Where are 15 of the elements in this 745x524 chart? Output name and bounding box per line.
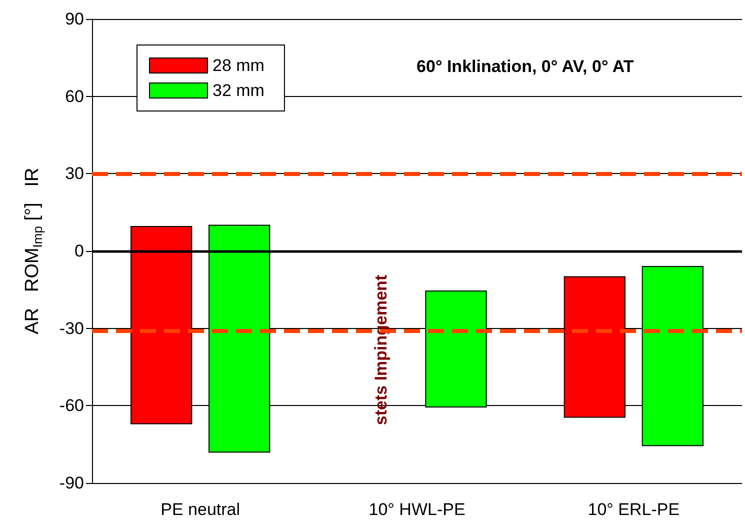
x-tick-label: PE neutral bbox=[160, 500, 240, 519]
y-tick-label: 90 bbox=[65, 10, 84, 28]
y-tick-label: -60 bbox=[59, 396, 84, 416]
y-axis-title: AR ROMImp [°] IR bbox=[22, 168, 45, 334]
legend-label: 28 mm bbox=[212, 56, 264, 75]
y-tick-label: 60 bbox=[65, 86, 84, 106]
y-tick-label: 30 bbox=[65, 164, 84, 184]
annotation: stets Impingement bbox=[372, 274, 390, 426]
y-tick-label: -90 bbox=[59, 474, 84, 492]
y-tick-label: 0 bbox=[74, 242, 84, 260]
y-tick-label: -30 bbox=[59, 318, 84, 338]
legend-label: 32 mm bbox=[212, 81, 264, 100]
x-tick-label: 10° ERL-PE bbox=[588, 500, 680, 519]
x-tick-label: 10° HWL-PE bbox=[368, 500, 466, 519]
annotation: 60° Inklination, 0° AV, 0° AT bbox=[416, 57, 634, 76]
